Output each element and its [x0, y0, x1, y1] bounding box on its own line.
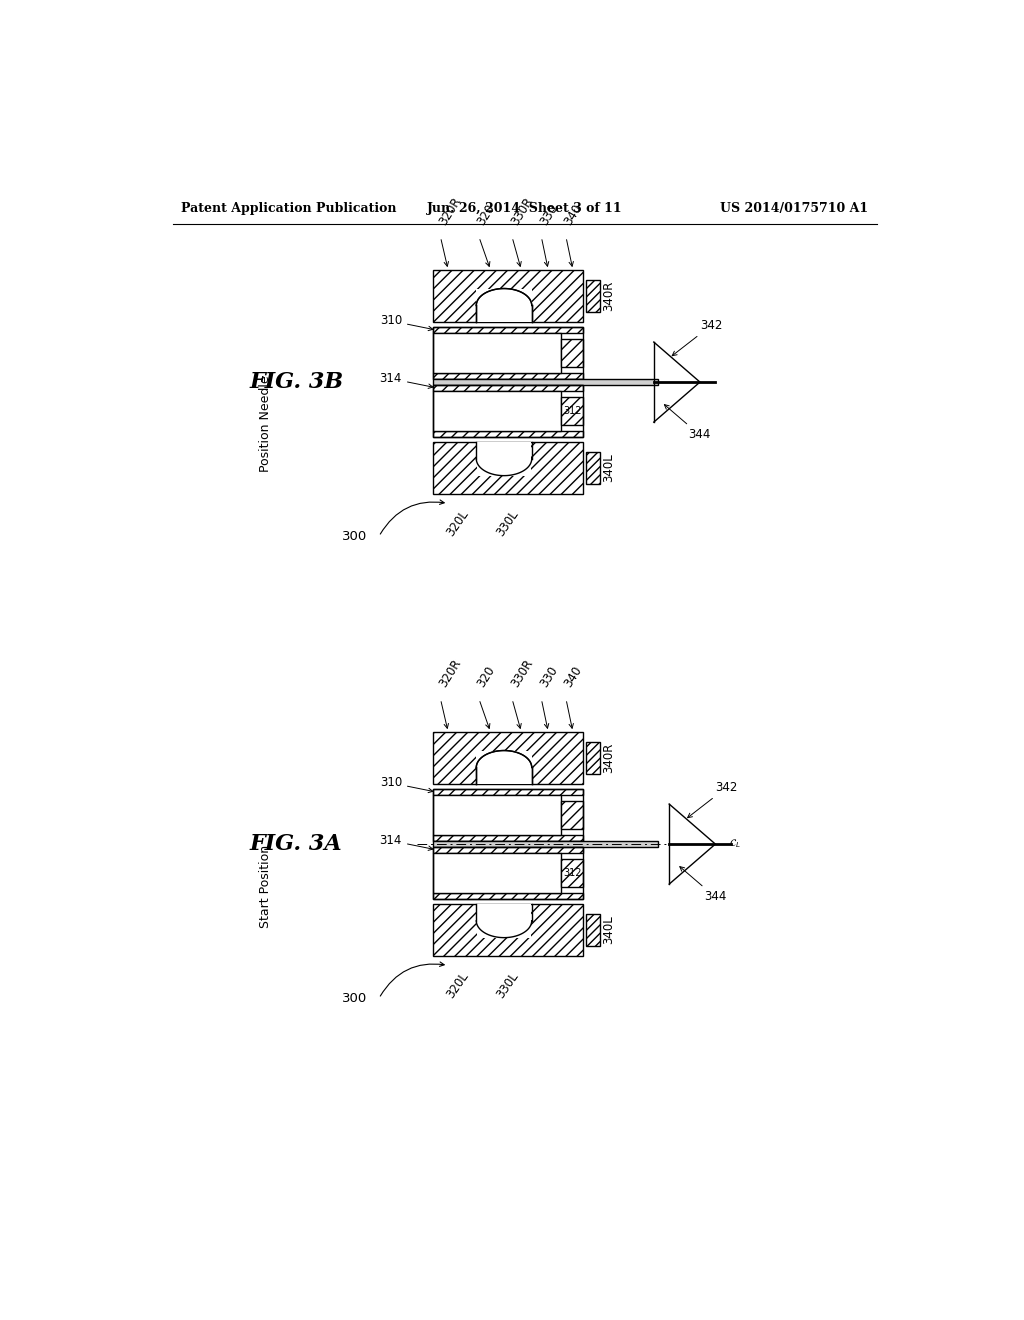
Text: 340R: 340R: [602, 743, 615, 774]
Text: US 2014/0175710 A1: US 2014/0175710 A1: [720, 202, 868, 215]
Text: $\mathcal{C}_L$: $\mathcal{C}_L$: [729, 838, 740, 850]
Text: 330L: 330L: [495, 970, 521, 1001]
Bar: [561, 339, 583, 367]
Bar: [433, 789, 583, 841]
Text: 342: 342: [672, 319, 722, 355]
Text: 310: 310: [380, 776, 433, 792]
Bar: [477, 289, 531, 322]
Text: 300: 300: [342, 991, 368, 1005]
Text: 314: 314: [380, 834, 433, 850]
Text: 320: 320: [475, 202, 498, 227]
Text: FIG. 3A: FIG. 3A: [250, 833, 343, 855]
Text: 330R: 330R: [508, 195, 536, 227]
Bar: [433, 892, 583, 899]
Text: 330R: 330R: [508, 657, 536, 689]
Text: 312: 312: [563, 407, 582, 416]
Bar: [586, 280, 600, 313]
Bar: [561, 859, 583, 887]
Bar: [477, 442, 531, 475]
Bar: [433, 836, 583, 841]
Bar: [433, 374, 583, 379]
Bar: [433, 385, 583, 437]
Bar: [433, 391, 561, 430]
Text: 340: 340: [562, 202, 585, 227]
Text: 340L: 340L: [602, 916, 615, 944]
Bar: [433, 853, 561, 892]
Bar: [477, 904, 531, 937]
Text: 340L: 340L: [602, 454, 615, 482]
Bar: [433, 385, 583, 391]
Text: Jun. 26, 2014  Sheet 3 of 11: Jun. 26, 2014 Sheet 3 of 11: [427, 202, 623, 215]
Bar: [586, 913, 600, 946]
Bar: [433, 271, 583, 322]
Text: Patent Application Publication: Patent Application Publication: [180, 202, 396, 215]
Bar: [433, 733, 583, 784]
Text: Position Needle: Position Needle: [259, 376, 271, 473]
Text: 320: 320: [475, 664, 498, 689]
Bar: [561, 397, 583, 425]
Text: 340: 340: [562, 664, 585, 689]
Text: FIG. 3B: FIG. 3B: [250, 371, 344, 393]
Text: 330: 330: [538, 664, 560, 689]
Bar: [433, 333, 561, 374]
Bar: [433, 904, 583, 956]
Bar: [476, 751, 531, 784]
Bar: [433, 847, 583, 899]
Bar: [561, 801, 583, 829]
Text: 344: 344: [665, 405, 711, 441]
Text: 314: 314: [380, 372, 433, 388]
Text: 312: 312: [563, 869, 582, 878]
Text: 320L: 320L: [444, 508, 471, 539]
Bar: [433, 327, 583, 333]
Bar: [433, 379, 657, 385]
Bar: [433, 442, 583, 494]
Text: 310: 310: [380, 314, 433, 330]
Text: 340R: 340R: [602, 281, 615, 312]
Bar: [586, 742, 600, 775]
Bar: [433, 847, 583, 853]
Bar: [433, 841, 657, 847]
Bar: [433, 789, 583, 795]
Text: Start Position: Start Position: [259, 845, 271, 928]
Text: 320R: 320R: [436, 657, 464, 689]
Text: 330: 330: [538, 202, 560, 227]
Text: 344: 344: [680, 867, 726, 903]
Bar: [476, 289, 531, 322]
Text: 300: 300: [342, 529, 368, 543]
Text: 320R: 320R: [436, 195, 464, 227]
Bar: [433, 432, 583, 437]
Text: 330L: 330L: [495, 508, 521, 539]
Bar: [433, 327, 583, 379]
Text: 342: 342: [688, 781, 737, 817]
Bar: [477, 751, 531, 784]
Bar: [586, 451, 600, 484]
Text: 320L: 320L: [444, 970, 471, 1001]
Bar: [433, 795, 561, 836]
